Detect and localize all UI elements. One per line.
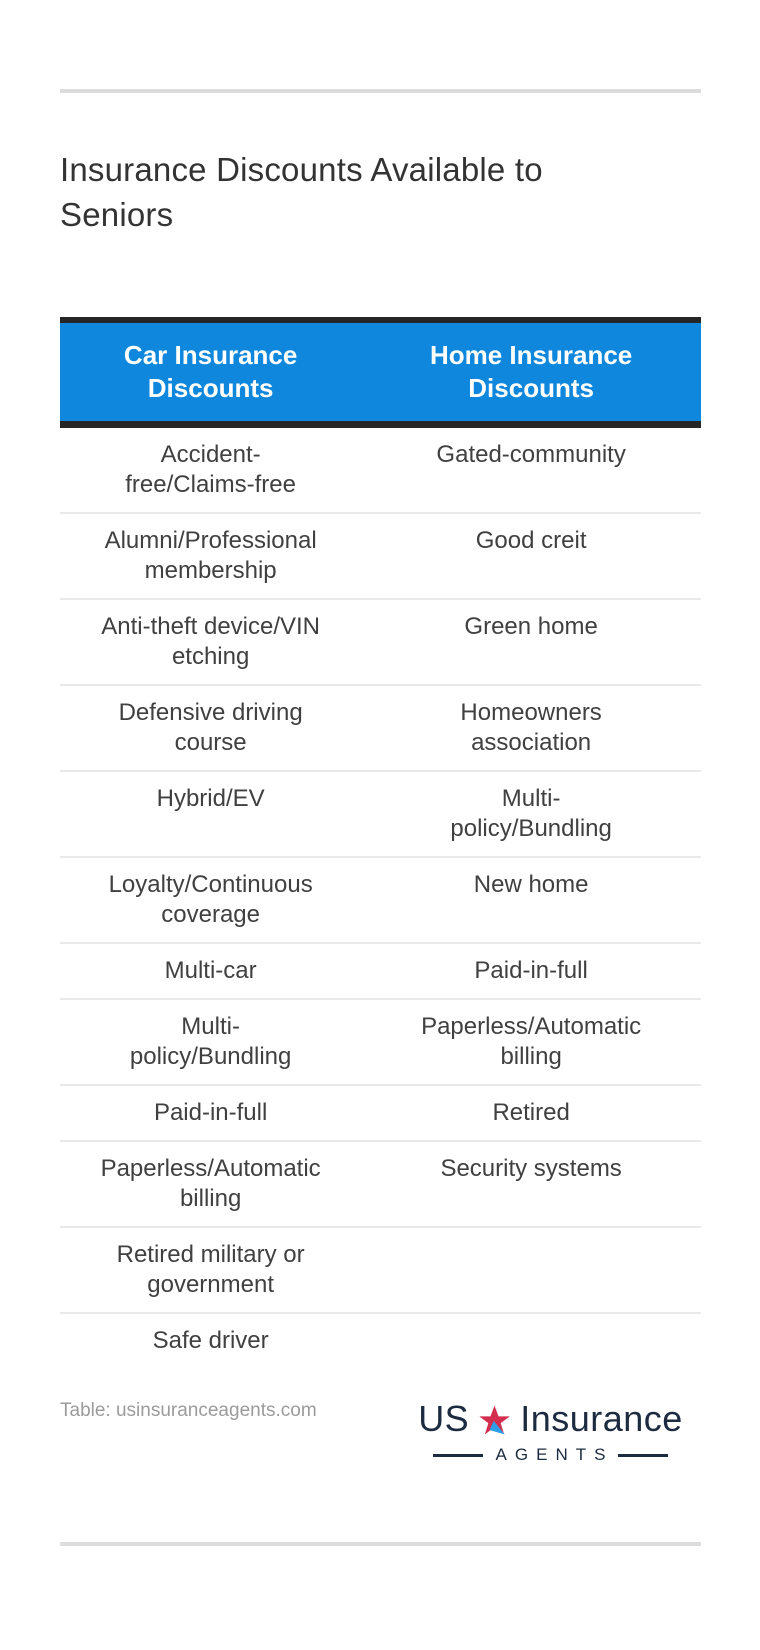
- home-discount-cell: Good creit: [475, 527, 587, 554]
- star-icon: [479, 1405, 510, 1435]
- car-discount-cell: Alumni/Professional membership: [104, 527, 317, 584]
- table-row: Defensive driving course Homeowners asso…: [60, 684, 701, 770]
- table-row: Safe driver: [60, 1312, 701, 1368]
- home-discount-cell: Green home: [464, 613, 598, 640]
- home-discount-cell: Security systems: [440, 1155, 622, 1182]
- logo-left-rule: [432, 1453, 483, 1457]
- table-body: Accident- free/Claims-free Gated-communi…: [60, 428, 701, 1368]
- logo-text-us: US: [418, 1398, 470, 1439]
- table-row: Anti-theft device/VIN etching Green home: [60, 598, 701, 684]
- table-row: Retired military or government: [60, 1226, 701, 1312]
- logo-wordmark: US Insurance: [398, 1398, 703, 1440]
- car-discount-cell: Retired military or government: [116, 1241, 305, 1298]
- car-discount-cell: Safe driver: [152, 1327, 269, 1354]
- car-discount-cell: Multi- policy/Bundling: [129, 1013, 292, 1070]
- table-row: Loyalty/Continuous coverage New home: [60, 856, 701, 942]
- column-header-car-insurance: Car Insurance Discounts: [123, 340, 298, 403]
- logo-right-rule: [618, 1453, 669, 1457]
- home-discount-cell: [361, 1228, 701, 1312]
- discounts-table: Car Insurance Discounts Home Insurance D…: [60, 317, 701, 1368]
- car-discount-cell: Loyalty/Continuous coverage: [108, 871, 313, 928]
- table-row: Multi-car Paid-in-full: [60, 942, 701, 998]
- home-discount-cell: Retired: [492, 1099, 570, 1126]
- us-insurance-agents-logo: US Insurance AGENTS: [398, 1398, 703, 1465]
- table-row: Hybrid/EV Multi- policy/Bundling: [60, 770, 701, 856]
- top-divider: [60, 89, 701, 93]
- table-row: Paid-in-full Retired: [60, 1084, 701, 1140]
- car-discount-cell: Multi-car: [164, 957, 257, 984]
- home-discount-cell: Paperless/Automatic billing: [421, 1013, 642, 1070]
- logo-text-insurance: Insurance: [520, 1398, 683, 1439]
- car-discount-cell: Paid-in-full: [153, 1099, 268, 1126]
- table-row: Alumni/Professional membership Good crei…: [60, 512, 701, 598]
- home-discount-cell: Paid-in-full: [474, 957, 588, 984]
- home-discount-cell: [361, 1314, 701, 1368]
- home-discount-cell: Multi- policy/Bundling: [450, 785, 612, 842]
- page-title: Insurance Discounts Available to Seniors: [60, 151, 543, 233]
- table-source-attribution: Table: usinsuranceagents.com: [60, 1400, 317, 1421]
- table-row: Multi- policy/Bundling Paperless/Automat…: [60, 998, 701, 1084]
- table-header-row: Car Insurance Discounts Home Insurance D…: [60, 317, 701, 428]
- column-header-home-insurance: Home Insurance Discounts: [429, 340, 633, 403]
- home-discount-cell: Gated-community: [436, 441, 626, 468]
- home-discount-cell: Homeowners association: [460, 699, 602, 756]
- logo-subline: AGENTS: [398, 1445, 703, 1465]
- car-discount-cell: Anti-theft device/VIN etching: [101, 613, 321, 670]
- car-discount-cell: Paperless/Automatic billing: [100, 1155, 321, 1212]
- table-row: Paperless/Automatic billing Security sys…: [60, 1140, 701, 1226]
- logo-text-agents: AGENTS: [495, 1445, 614, 1464]
- car-discount-cell: Hybrid/EV: [156, 785, 265, 812]
- car-discount-cell: Defensive driving course: [118, 699, 303, 756]
- home-discount-cell: New home: [473, 871, 589, 898]
- table-row: Accident- free/Claims-free Gated-communi…: [60, 428, 701, 512]
- bottom-divider: [60, 1542, 701, 1546]
- car-discount-cell: Accident- free/Claims-free: [125, 441, 296, 498]
